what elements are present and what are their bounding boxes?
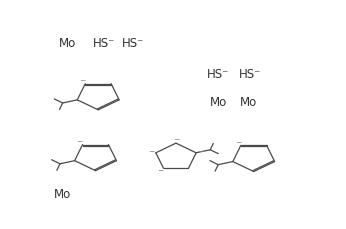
Text: HS⁻: HS⁻ — [239, 68, 261, 81]
Text: HS⁻: HS⁻ — [207, 68, 229, 81]
Text: Mo: Mo — [210, 96, 227, 109]
Text: HS⁻: HS⁻ — [93, 37, 115, 50]
Text: Mo: Mo — [54, 188, 71, 201]
Text: Mo: Mo — [240, 96, 257, 109]
Text: −: − — [173, 136, 179, 144]
Text: Mo: Mo — [60, 37, 76, 50]
Text: −: − — [235, 138, 241, 147]
Text: HS⁻: HS⁻ — [122, 37, 145, 50]
Text: −: − — [76, 137, 83, 146]
Text: −: − — [148, 147, 154, 156]
Text: −: − — [198, 147, 204, 156]
Text: −: − — [79, 77, 86, 86]
Text: −: − — [157, 166, 164, 175]
